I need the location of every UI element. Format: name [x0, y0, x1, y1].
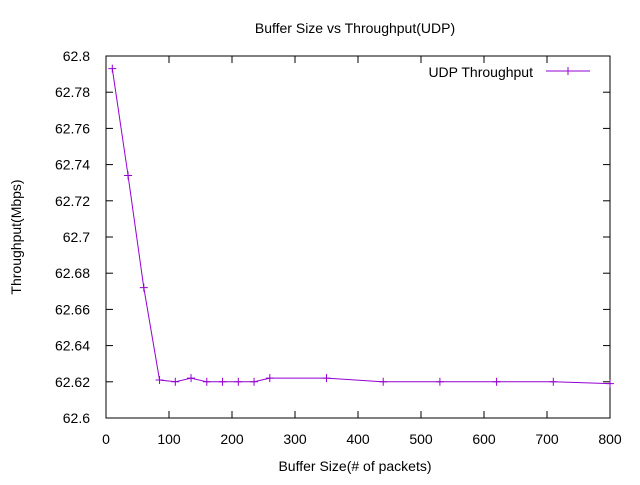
data-point-marker [549, 377, 558, 386]
series-layer [108, 64, 614, 388]
y-tick-label: 62.78 [55, 84, 90, 100]
y-tick-label: 62.66 [55, 301, 90, 317]
x-tick-label: 400 [346, 431, 370, 447]
data-point-marker [492, 377, 501, 386]
x-axis: 0 100 200 300 400 500 600 700 800 [102, 56, 622, 447]
y-tick-label: 62.6 [63, 410, 90, 426]
x-tick-label: 500 [409, 431, 433, 447]
x-tick-label: 0 [102, 431, 110, 447]
legend-label: UDP Throughput [428, 64, 533, 80]
data-point-marker [108, 64, 117, 73]
legend: UDP Throughput [428, 64, 590, 80]
data-point-marker [155, 375, 164, 384]
x-axis-label: Buffer Size(# of packets) [278, 458, 431, 474]
legend-marker [564, 67, 572, 75]
y-tick-label: 62.74 [55, 157, 90, 173]
x-tick-label: 600 [472, 431, 496, 447]
x-tick-label: 300 [283, 431, 307, 447]
y-tick-label: 62.72 [55, 193, 90, 209]
data-point-marker [139, 283, 148, 292]
y-tick-label: 62.62 [55, 374, 90, 390]
x-tick-label: 700 [535, 431, 559, 447]
y-tick-label: 62.7 [63, 229, 90, 245]
y-axis-label: Throughput(Mbps) [8, 179, 24, 294]
chart-title: Buffer Size vs Throughput(UDP) [255, 20, 455, 36]
y-tick-label: 62.64 [55, 338, 90, 354]
plot-area-border [105, 55, 611, 419]
y-tick-label: 62.76 [55, 120, 90, 136]
data-point-marker [265, 374, 274, 383]
data-point-marker [171, 377, 180, 386]
data-point-marker [322, 374, 331, 383]
x-tick-label: 800 [598, 431, 622, 447]
data-point-marker [187, 374, 196, 383]
data-point-marker [234, 377, 243, 386]
data-point-marker [124, 171, 133, 180]
series-line [111, 68, 611, 385]
y-tick-label: 62.68 [55, 265, 90, 281]
y-tick-label: 62.8 [63, 48, 90, 64]
data-point-marker [250, 377, 259, 386]
data-point-marker [218, 377, 227, 386]
data-point-marker [435, 377, 444, 386]
data-point-marker [606, 379, 614, 388]
data-point-marker [379, 377, 388, 386]
data-point-marker [202, 377, 211, 386]
x-tick-label: 200 [220, 431, 244, 447]
y-axis: 62.6 62.62 62.64 62.66 62.68 62.7 62.72 62.74 62… [55, 48, 610, 426]
x-tick-label: 100 [157, 431, 181, 447]
